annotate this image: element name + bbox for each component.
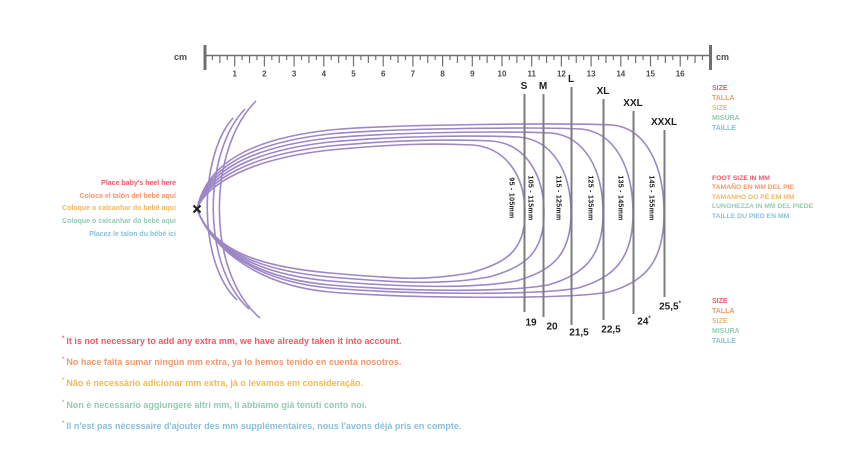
svg-text:7: 7 <box>411 70 416 79</box>
eu-size-s: 19 <box>525 317 537 329</box>
footnote-fr: * Il n'est pas nécessaire d'ajouter des m… <box>62 420 462 431</box>
svg-text:5: 5 <box>351 70 356 79</box>
eu-size-xxxl: 25,5* <box>659 301 681 313</box>
size-legend-fr: TAILLE <box>712 338 736 345</box>
size-legend-pt: SIZE <box>712 105 728 112</box>
svg-text:4: 4 <box>322 70 327 79</box>
eu-size-l: 21,5 <box>569 327 589 339</box>
ruler-unit-left: cm <box>174 52 188 62</box>
mm-range-xxl: 135 - 145mm <box>616 175 624 221</box>
eu-size-note: * <box>648 316 651 322</box>
svg-text:9: 9 <box>470 70 475 79</box>
foot-size-legend: FOOT SIZE IN MM TAMAÑO EN MM DEL PIE TAM… <box>712 174 813 221</box>
ruler-start-bar <box>203 45 207 70</box>
size-legend-es: TALLA <box>712 308 735 315</box>
svg-text:2: 2 <box>262 70 267 79</box>
svg-text:3: 3 <box>292 70 297 79</box>
svg-text:14: 14 <box>616 70 625 79</box>
svg-text:8: 8 <box>440 70 445 79</box>
footnote-mark: * <box>62 420 65 427</box>
ruler-unit-right: cm <box>716 52 730 62</box>
foot-outline-XXL <box>196 127 634 295</box>
size-legend-it: MISURA <box>712 328 740 335</box>
foot-size-legend-pt: TAMANHO DO PÉ EM MM <box>712 193 795 201</box>
foot-size-legend-fr: TAILLE DU PIED EN MM <box>712 212 790 220</box>
footnote-pt: * Não é necessário adicionar mm extra, já… <box>62 378 363 389</box>
footnote-it: * Non è necessario aggiungere altri mm, l… <box>62 399 367 410</box>
svg-text:11: 11 <box>527 70 536 79</box>
foot-size-legend-es: TAMAÑO EN MM DEL PIE <box>712 184 795 192</box>
foot-size-legend-it: LUNGHEZZA IN MM DEL PIEDE <box>712 203 814 211</box>
mm-range-l: 115 - 125mm <box>554 175 562 221</box>
svg-text:15: 15 <box>646 70 655 79</box>
size-label-xl: XL <box>596 86 610 97</box>
footnote-mark: * <box>62 336 65 342</box>
heel-arcs <box>206 100 261 319</box>
size-label-l: L <box>567 74 575 85</box>
heel-instructions: Place baby's heel here Coloca el talón d… <box>0 178 176 242</box>
size-label-xxl: XXL <box>623 98 643 109</box>
footnote-mark: * <box>62 399 65 406</box>
heel-instruction-pt: Coloque o calcanhar do bebê aqui <box>62 205 176 213</box>
size-legend-en: SIZE <box>712 298 728 305</box>
svg-text:1: 1 <box>232 70 237 79</box>
ruler-end-bar <box>709 45 712 70</box>
svg-text:6: 6 <box>381 70 386 79</box>
size-legend-fr: TAILLE <box>712 125 736 132</box>
size-label-m: M <box>538 81 548 92</box>
footnote-es: * No hace falta sumar ningún mm extra, ya… <box>62 357 402 368</box>
svg-text:16: 16 <box>676 70 685 79</box>
size-legend-bottom: SIZE TALLA SIZE MISURA TAILLE <box>712 297 740 347</box>
heel-position-marker-icon <box>192 204 202 214</box>
size-label-s: S <box>520 81 528 92</box>
mm-range-xl: 125 - 135mm <box>586 175 594 221</box>
size-legend-top: SIZE TALLA SIZE MISURA TAILLE <box>712 84 740 134</box>
mm-range-m: 105 - 115mm <box>526 175 534 221</box>
mm-range-s: 95 - 105mm <box>507 177 515 219</box>
foot-size-legend-en: FOOT SIZE IN MM <box>712 175 770 182</box>
foot-outlines <box>196 123 665 299</box>
mm-range-xxxl: 145 - 155mm <box>647 175 655 221</box>
ruler: 1 2 3 4 5 6 7 8 9 10 11 12 13 14 15 16 <box>203 45 712 79</box>
size-legend-it: MISURA <box>712 115 740 122</box>
footnote-mark: * <box>62 378 65 385</box>
svg-text:13: 13 <box>587 70 596 79</box>
footnote-mark: * <box>62 357 65 364</box>
footnotes: * It is not necessary to add any extra mm… <box>62 330 461 436</box>
foot-outline-L <box>196 135 572 288</box>
size-guide-lines <box>523 87 666 325</box>
svg-text:12: 12 <box>557 70 566 79</box>
ruler-ticks: 1 2 3 4 5 6 7 8 9 10 11 12 13 14 15 16 <box>211 55 704 79</box>
size-label-xxxl: XXXL <box>650 117 678 128</box>
heel-instruction-pt2: Coloque o calcanhar do bebé aqui <box>62 218 176 226</box>
size-legend-en: SIZE <box>712 85 728 92</box>
eu-size-xxl: 24* <box>637 316 651 328</box>
eu-size-note: * <box>678 301 681 307</box>
svg-text:10: 10 <box>498 70 507 79</box>
eu-size-m: 20 <box>546 321 558 333</box>
footnote-en: * It is not necessary to add any extra mm… <box>62 336 402 346</box>
size-legend-es: TALLA <box>712 95 735 102</box>
heel-instruction-en: Place baby's heel here <box>101 180 176 187</box>
foot-outline-XL <box>196 131 604 292</box>
eu-size-xl: 22,5 <box>601 324 621 336</box>
size-legend-pt: SIZE <box>712 318 728 325</box>
heel-instruction-es: Coloca el talón del bebé aquí <box>79 192 176 200</box>
heel-instruction-fr: Placez le talon du bébé ici <box>89 230 176 238</box>
